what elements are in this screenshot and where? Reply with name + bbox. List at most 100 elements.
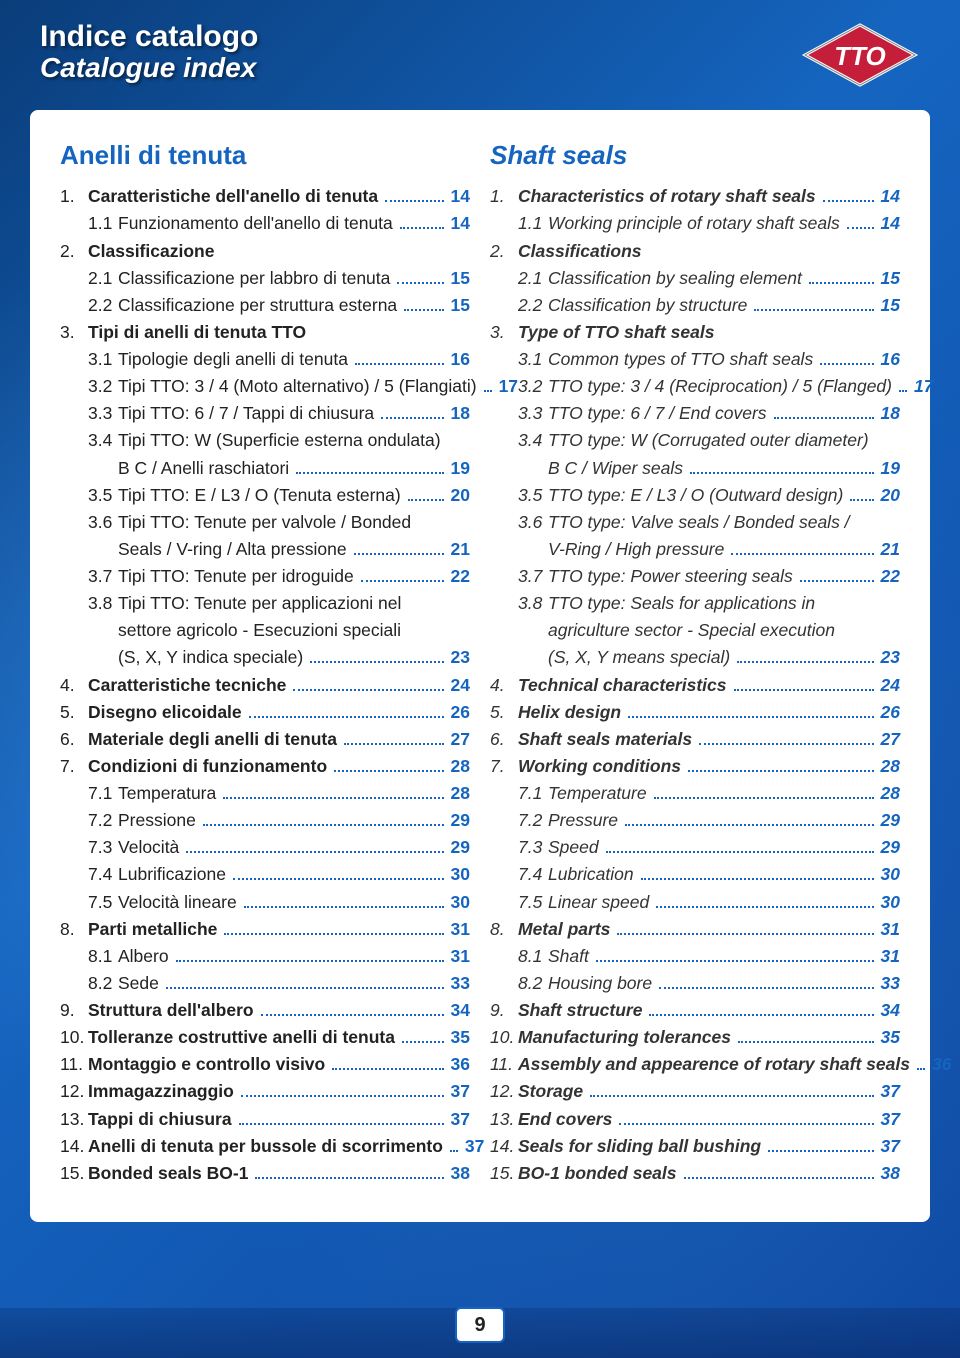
toc-dots (754, 309, 873, 311)
toc-dots (344, 743, 444, 745)
toc-number: 5. (490, 699, 518, 726)
toc-sub-entry: 3.2Tipi TTO: 3 / 4 (Moto alternativo) / … (60, 373, 470, 400)
toc-sub-entry: 7.5Velocità lineare30 (60, 889, 470, 916)
right-toc-list: 1.Characteristics of rotary shaft seals1… (490, 183, 900, 1187)
toc-dots (203, 824, 444, 826)
toc-entry: 13.End covers37 (490, 1106, 900, 1133)
toc-text: End covers (518, 1106, 616, 1133)
toc-text: Immagazzinaggio (88, 1078, 238, 1105)
toc-sub-entry: agriculture sector - Special execution (490, 617, 900, 644)
toc-text: Manufacturing tolerances (518, 1024, 735, 1051)
toc-dots (656, 906, 873, 908)
toc-page: 31 (447, 943, 470, 970)
toc-page: 34 (447, 997, 470, 1024)
toc-page: 37 (447, 1106, 470, 1133)
toc-entry: 15.BO-1 bonded seals38 (490, 1160, 900, 1187)
toc-number: 3.8 (518, 590, 548, 617)
toc-dots (768, 1150, 873, 1152)
toc-text: Metal parts (518, 916, 614, 943)
toc-text: Classification by structure (548, 292, 751, 319)
toc-dots (917, 1068, 925, 1070)
toc-text: Working conditions (518, 753, 685, 780)
toc-number: 3.7 (518, 563, 548, 590)
toc-dots (400, 227, 444, 229)
toc-dots (223, 797, 443, 799)
svg-text:TTO: TTO (834, 41, 886, 71)
toc-text: Caratteristiche tecniche (88, 672, 290, 699)
toc-page: 31 (447, 916, 470, 943)
toc-number: 8. (490, 916, 518, 943)
toc-entry: 7.Condizioni di funzionamento28 (60, 753, 470, 780)
toc-text: Shaft seals materials (518, 726, 696, 753)
toc-page: 14 (877, 210, 900, 237)
toc-sub-entry: 2.2Classificazione per struttura esterna… (60, 292, 470, 319)
toc-text: Common types of TTO shaft seals (548, 346, 817, 373)
toc-sub-entry: 3.5TTO type: E / L3 / O (Outward design)… (490, 482, 900, 509)
toc-dots (166, 987, 444, 989)
toc-text: Tipi TTO: W (Superficie esterna ondulata… (118, 427, 445, 454)
toc-number: 3. (490, 319, 518, 346)
toc-text: Materiale degli anelli di tenuta (88, 726, 341, 753)
toc-entry: 14.Seals for sliding ball bushing37 (490, 1133, 900, 1160)
toc-entry: 14.Anelli di tenuta per bussole di scorr… (60, 1133, 470, 1160)
toc-text: (S, X, Y means special) (548, 644, 734, 671)
toc-number: 15. (490, 1160, 518, 1187)
left-toc-list: 1.Caratteristiche dell'anello di tenuta1… (60, 183, 470, 1187)
toc-number: 14. (60, 1133, 88, 1160)
toc-page: 15 (877, 292, 900, 319)
toc-sub-entry: 3.3Tipi TTO: 6 / 7 / Tappi di chiusura18 (60, 400, 470, 427)
toc-text: Speed (548, 834, 603, 861)
toc-number: 8.2 (88, 970, 118, 997)
toc-sub-entry: 7.2Pressione29 (60, 807, 470, 834)
toc-number: 2.2 (88, 292, 118, 319)
toc-page: 37 (877, 1078, 900, 1105)
toc-number: 2.1 (518, 265, 548, 292)
tto-logo: TTO (800, 20, 920, 90)
right-column: Shaft seals 1.Characteristics of rotary … (490, 135, 900, 1187)
toc-text: Tipi TTO: 3 / 4 (Moto alternativo) / 5 (… (118, 373, 481, 400)
toc-dots (899, 390, 907, 392)
toc-entry: 15.Bonded seals BO-138 (60, 1160, 470, 1187)
toc-number: 5. (60, 699, 88, 726)
toc-sub-entry: 3.6TTO type: Valve seals / Bonded seals … (490, 509, 900, 536)
toc-number: 7.5 (88, 889, 118, 916)
toc-number: 14. (490, 1133, 518, 1160)
toc-number: 3.8 (88, 590, 118, 617)
toc-page: 14 (447, 210, 470, 237)
toc-page: 29 (877, 834, 900, 861)
toc-dots (625, 824, 874, 826)
toc-number: 8.2 (518, 970, 548, 997)
toc-entry: 12.Immagazzinaggio37 (60, 1078, 470, 1105)
toc-sub-entry: B C / Anelli raschiatori19 (60, 455, 470, 482)
toc-number: 3.3 (88, 400, 118, 427)
toc-sub-entry: Seals / V-ring / Alta pressione21 (60, 536, 470, 563)
toc-page: 31 (877, 943, 900, 970)
page-number: 9 (455, 1307, 505, 1343)
toc-text: Montaggio e controllo visivo (88, 1051, 329, 1078)
toc-page: 19 (447, 455, 470, 482)
toc-dots (296, 472, 443, 474)
toc-page: 30 (877, 889, 900, 916)
toc-entry: 6.Shaft seals materials27 (490, 726, 900, 753)
toc-text: Parti metalliche (88, 916, 221, 943)
toc-dots (731, 553, 873, 555)
toc-page: 33 (447, 970, 470, 997)
toc-text: Seals for sliding ball bushing (518, 1133, 765, 1160)
toc-dots (261, 1014, 444, 1016)
toc-page: 30 (877, 861, 900, 888)
toc-text: settore agricolo - Esecuzioni speciali (118, 617, 405, 644)
toc-number: 10. (490, 1024, 518, 1051)
toc-entry: 5.Helix design26 (490, 699, 900, 726)
toc-number: 3.1 (518, 346, 548, 373)
toc-entry: 5.Disegno elicoidale26 (60, 699, 470, 726)
toc-sub-entry: 3.2TTO type: 3 / 4 (Reciprocation) / 5 (… (490, 373, 900, 400)
toc-number: 3.5 (88, 482, 118, 509)
toc-number: 10. (60, 1024, 88, 1051)
toc-dots (402, 1041, 444, 1043)
toc-number: 1.1 (518, 210, 548, 237)
toc-text: Tolleranze costruttive anelli di tenuta (88, 1024, 399, 1051)
toc-page: 38 (877, 1160, 900, 1187)
toc-page: 18 (877, 400, 900, 427)
toc-text: Technical characteristics (518, 672, 731, 699)
toc-page: 34 (877, 997, 900, 1024)
